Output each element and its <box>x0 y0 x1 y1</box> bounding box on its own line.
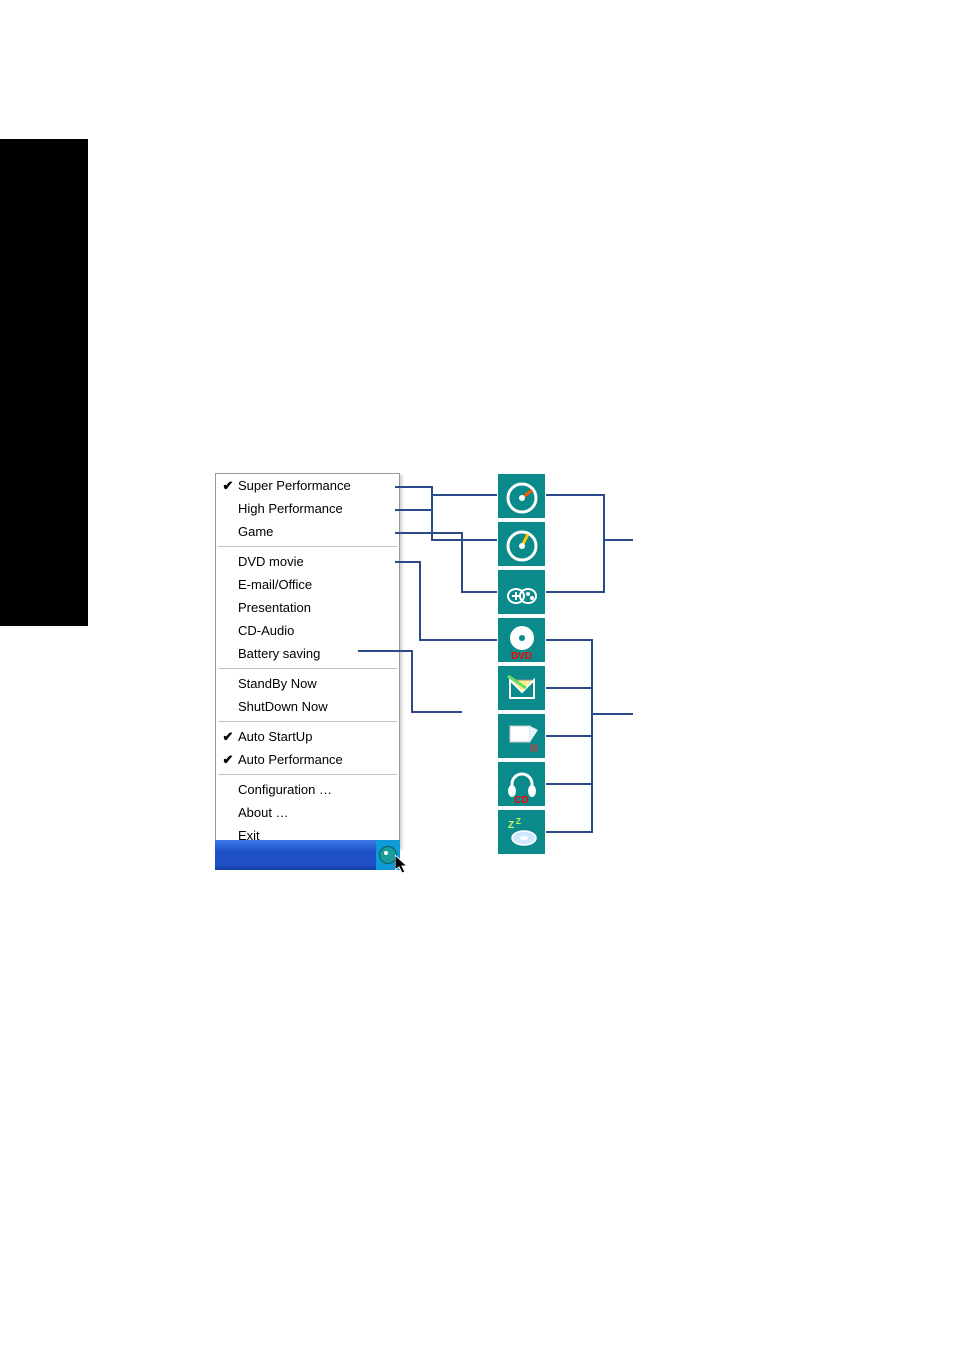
connector-lines <box>0 0 954 1351</box>
